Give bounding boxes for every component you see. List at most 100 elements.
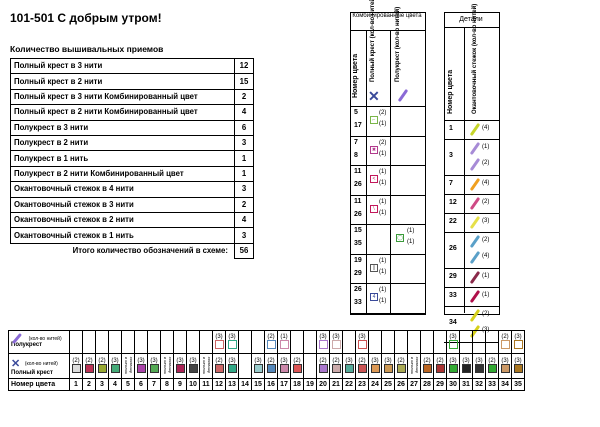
legend-half-cell: (3): [446, 330, 460, 354]
legend-cross-symbol: [84, 363, 94, 373]
detail-count: (4): [482, 125, 490, 131]
technique-count: 15: [234, 73, 254, 90]
legend-cross-cell: (3): [472, 353, 486, 379]
legend-cross-count: (3): [514, 357, 522, 364]
combined-count-1: (1): [379, 287, 387, 293]
detail-number: 1: [449, 124, 453, 132]
technique-row: Полукрест в 1 нить 1: [10, 150, 254, 167]
legend-number: 26: [394, 378, 408, 391]
legend-half-cell: (1): [277, 330, 291, 354]
legend-half-cell: [342, 330, 356, 354]
legend-cross-symbol: [175, 363, 185, 373]
legend-number: 29: [433, 378, 447, 391]
technique-row: Полукрест в 3 нити 6: [10, 119, 254, 136]
legend-cross-count: (2): [436, 357, 444, 364]
combined-number-a: 11: [354, 168, 362, 175]
legend-half-cell: [459, 330, 473, 354]
legend-half-cell: [472, 330, 486, 354]
legend-cross-count: (2): [319, 357, 327, 364]
legend-cross-count: (2): [332, 357, 340, 364]
technique-count: 4: [234, 211, 254, 229]
details-panel: [444, 12, 500, 315]
technique-count: 1: [234, 150, 254, 167]
combined-count-1: (1): [379, 198, 387, 205]
legend-cross-cell: только в деталях: [160, 353, 174, 379]
legend-cross-count: (2): [267, 357, 275, 364]
combined-count-1: (1): [379, 257, 387, 264]
technique-row: Окантовочный стежок в 1 нить 3: [10, 227, 254, 244]
legend-cross-count: (3): [111, 357, 119, 364]
legend-cross-symbol: [513, 363, 523, 373]
legend-half-cell: [121, 330, 135, 354]
detail-number: 22: [449, 217, 457, 225]
legend-cross-count: (3): [501, 357, 509, 364]
legend-note: только в деталях: [409, 356, 419, 374]
combined-count-2: (1): [379, 180, 387, 186]
legend-cross-symbol: [149, 363, 159, 373]
total-label: Итого количество обозначений в схеме:: [72, 246, 228, 256]
details-caption: Детали: [459, 16, 483, 23]
legend-cross-cell: (2): [264, 353, 278, 379]
legend-cross-count: (3): [384, 357, 392, 364]
legend-number: 8: [160, 378, 174, 391]
legend-cross-symbol: [487, 363, 497, 373]
technique-label: Окантовочный стежок в 2 нити: [10, 211, 235, 229]
legend-half-count: (3): [215, 333, 223, 340]
legend-half-count: (3): [332, 333, 340, 340]
legend-half-symbol: [448, 339, 458, 349]
detail-number: 34: [449, 319, 457, 326]
legend-cross-symbol: [500, 363, 510, 373]
combined-number-b: 29: [354, 269, 362, 277]
legend-half-cell: [381, 330, 395, 354]
legend-cross-count: (2): [397, 357, 405, 364]
legend-half-cell: [407, 330, 421, 354]
legend-cross-count: (3): [371, 357, 379, 364]
legend-number: 24: [368, 378, 382, 391]
legend-number: 20: [316, 378, 330, 391]
technique-label: Окантовочный стежок в 4 нити: [10, 181, 235, 198]
technique-label: Полукрест в 1 нить: [10, 150, 235, 167]
legend-number: 11: [199, 378, 213, 391]
combined-count-2: (1): [379, 298, 387, 304]
legend-cross-symbol: [188, 363, 198, 373]
legend-half-cell: [69, 330, 83, 354]
legend-cross-count: (2): [215, 357, 223, 364]
legend-cross-cell: (2): [316, 353, 330, 379]
combined-number-b: 33: [354, 299, 362, 306]
legend-cross-symbol: [227, 363, 237, 373]
technique-count: 4: [234, 104, 254, 121]
technique-row: Полукрест в 2 нити 3: [10, 134, 254, 152]
legend-cross-count: (3): [176, 357, 184, 364]
legend-number: 27: [407, 378, 421, 391]
legend-cross-symbol: [357, 363, 367, 373]
technique-label: Полный крест в 2 нити: [10, 73, 235, 90]
legend-cross-cell: (3): [511, 353, 525, 379]
combined-symbol: 4: [370, 293, 378, 301]
technique-row: Окантовочный стежок в 4 нити 3: [10, 181, 254, 198]
technique-label: Полукрест в 2 нити Комбинированный цвет: [10, 165, 235, 183]
legend-cross-count: (3): [189, 357, 197, 364]
legend-number: 33: [485, 378, 499, 391]
legend-cross-count: (2): [488, 357, 496, 364]
legend-number-head: Номер цвета: [8, 378, 70, 391]
legend-half-cell: [485, 330, 499, 354]
legend-number: 15: [251, 378, 265, 391]
legend-cross-count: (2): [85, 357, 93, 364]
legend-half-cell: (2): [264, 330, 278, 354]
legend-number: 17: [277, 378, 291, 391]
technique-row: Полный крест в 2 нити 15: [10, 73, 254, 90]
technique-row: Полный крест в 3 нити 12: [10, 57, 254, 75]
legend-cross-symbol: [474, 363, 484, 373]
legend-number: 7: [147, 378, 161, 391]
combined-col-number: Номер цвета: [352, 53, 359, 98]
combined-count-2: (1): [379, 121, 387, 127]
legend-half-count: (3): [358, 333, 366, 340]
legend-cross-cell: (3): [108, 353, 122, 379]
detail-count: (3): [482, 218, 490, 224]
legend-half-cell: [186, 330, 200, 354]
legend-cross-cell: (2): [290, 353, 304, 379]
legend-cross-count: (3): [228, 357, 236, 364]
legend-cross-symbol: [370, 363, 380, 373]
legend-number: 12: [212, 378, 226, 391]
legend-cross-symbol: [136, 363, 146, 373]
